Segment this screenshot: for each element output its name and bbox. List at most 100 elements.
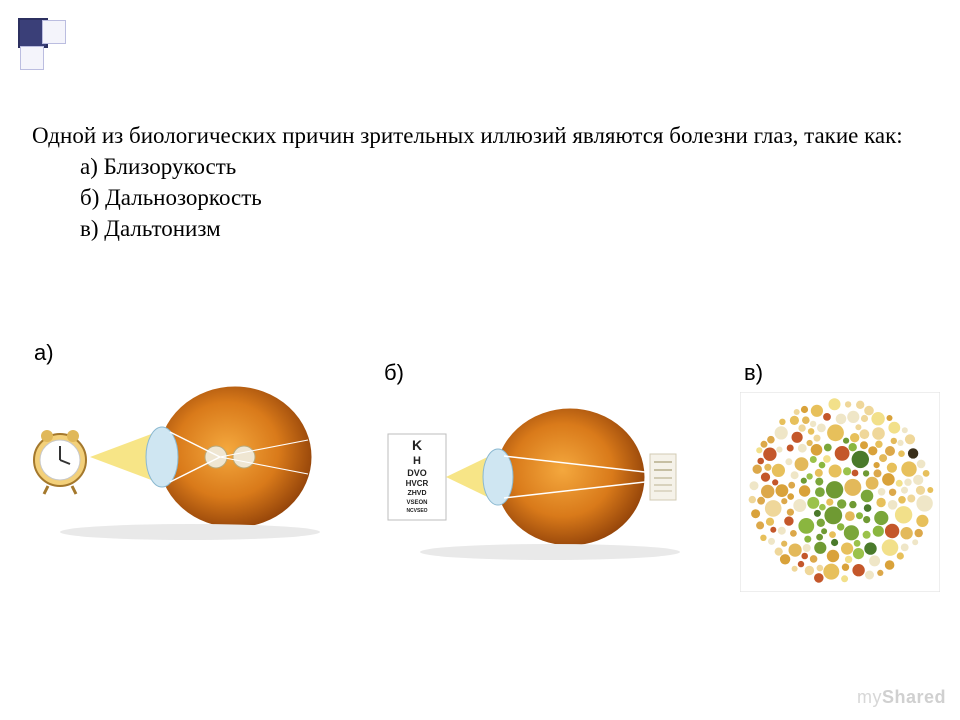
- slide: Одной из биологических причин зрительных…: [0, 0, 960, 720]
- ishihara-dot: [799, 485, 810, 496]
- ishihara-dot: [901, 544, 909, 552]
- ishihara-dot: [814, 573, 824, 583]
- ishihara-dot: [882, 473, 895, 486]
- ishihara-dot: [790, 530, 797, 537]
- ishihara-dot: [776, 484, 789, 497]
- ishihara-dot: [913, 475, 923, 485]
- ishihara-dot: [761, 485, 774, 498]
- body-text: Одной из биологических причин зрительных…: [32, 120, 912, 244]
- ishihara-dot: [861, 415, 868, 422]
- ishihara-dot: [843, 467, 851, 475]
- ishihara-dot: [787, 445, 794, 452]
- ishihara-dot: [845, 511, 855, 521]
- ishihara-dot: [843, 438, 849, 444]
- ishihara-dot: [785, 458, 792, 465]
- ishihara-dot: [824, 444, 832, 452]
- ishihara-dot: [853, 548, 864, 559]
- ishihara-dot: [805, 566, 814, 575]
- ishihara-dot: [900, 527, 912, 539]
- ishihara-dot: [807, 440, 813, 446]
- figure-b: б) K H DVO HVCR ZHVD VSEON NCVSEO: [380, 340, 680, 562]
- ishihara-dot: [854, 540, 861, 547]
- ishihara-dot: [916, 486, 925, 495]
- ishihara-dot: [916, 515, 928, 527]
- shadow: [420, 544, 680, 560]
- ishihara-dot: [907, 495, 915, 503]
- ishihara-dot: [811, 444, 823, 456]
- focus-behind-retina-icon: [650, 454, 676, 500]
- ishihara-dot: [866, 477, 879, 490]
- ishihara-dot: [817, 519, 825, 527]
- ishihara-dot: [795, 457, 809, 471]
- eye-chart-icon: K H DVO HVCR ZHVD VSEON NCVSEO: [388, 434, 446, 520]
- ishihara-dot: [863, 516, 870, 523]
- myopia-diagram: [20, 372, 320, 542]
- ishihara-dot: [852, 564, 864, 576]
- ishihara-dot: [864, 504, 872, 512]
- ishihara-dot: [791, 471, 799, 479]
- ishihara-dot: [770, 527, 776, 533]
- ishihara-dot: [898, 450, 905, 457]
- ishihara-dot: [863, 531, 871, 539]
- ishihara-dot: [803, 544, 811, 552]
- ishihara-dot: [808, 428, 815, 435]
- ishihara-dot: [864, 542, 876, 554]
- ishihara-dot: [787, 509, 794, 516]
- ishihara-dot: [778, 527, 786, 535]
- ishihara-dot: [844, 479, 861, 496]
- ishihara-dot: [827, 424, 844, 441]
- ishihara-dot: [810, 421, 816, 427]
- ishihara-dot: [882, 539, 899, 556]
- ishihara-dot: [776, 447, 782, 453]
- ishihara-dot: [815, 487, 825, 497]
- ishihara-dot: [868, 446, 877, 455]
- figure-b-label: б): [384, 360, 680, 386]
- ishihara-dot: [878, 488, 886, 496]
- ishihara-dot: [815, 469, 823, 477]
- ishihara-dot: [898, 496, 906, 504]
- ishihara-dot: [829, 465, 842, 478]
- list-item-c: в) Дальтонизм: [80, 213, 912, 244]
- ishihara-dot: [905, 434, 915, 444]
- ishihara-dot: [844, 525, 859, 540]
- ishihara-dot: [823, 564, 839, 580]
- ishihara-dot: [912, 539, 918, 545]
- ishihara-dot: [793, 499, 806, 512]
- ishihara-dot: [872, 427, 885, 440]
- ishihara-dot: [765, 500, 782, 517]
- ishihara-dot: [877, 570, 883, 576]
- alarm-clock-icon: [34, 430, 86, 494]
- ishihara-dot: [757, 497, 765, 505]
- ishihara-dot: [874, 462, 880, 468]
- ishihara-dot: [847, 411, 859, 423]
- ishihara-dot: [850, 433, 859, 442]
- ishihara-dot: [885, 524, 899, 538]
- ishihara-dot: [876, 498, 885, 507]
- ishihara-dot: [794, 409, 800, 415]
- ishihara-dot: [885, 560, 895, 570]
- ishihara-dot: [779, 419, 785, 425]
- ishihara-dot: [829, 531, 836, 538]
- deco-square-light-1: [42, 20, 66, 44]
- ishihara-dot: [801, 406, 808, 413]
- ishihara-dot: [775, 426, 788, 439]
- ishihara-dot: [927, 487, 933, 493]
- ishihara-dot: [879, 454, 887, 462]
- ishihara-dot: [916, 495, 932, 511]
- ishihara-dot: [837, 499, 846, 508]
- ishihara-dot: [855, 424, 861, 430]
- ishihara-dot: [888, 422, 900, 434]
- ishihara-dot: [887, 415, 893, 421]
- eye-cross-section-icon: [146, 385, 313, 529]
- chart-line: VSEON: [406, 500, 427, 506]
- shadow: [60, 524, 320, 540]
- ishihara-dot: [841, 543, 853, 555]
- ishihara-dot: [887, 463, 897, 473]
- ishihara-dot: [829, 398, 841, 410]
- ishihara-dot: [788, 482, 795, 489]
- chart-line: H: [413, 455, 421, 467]
- ishihara-dot: [772, 464, 785, 477]
- ishihara-dot: [891, 438, 897, 444]
- deco-square-light-2: [20, 46, 44, 70]
- list-item-b: б) Дальнозоркость: [80, 182, 912, 213]
